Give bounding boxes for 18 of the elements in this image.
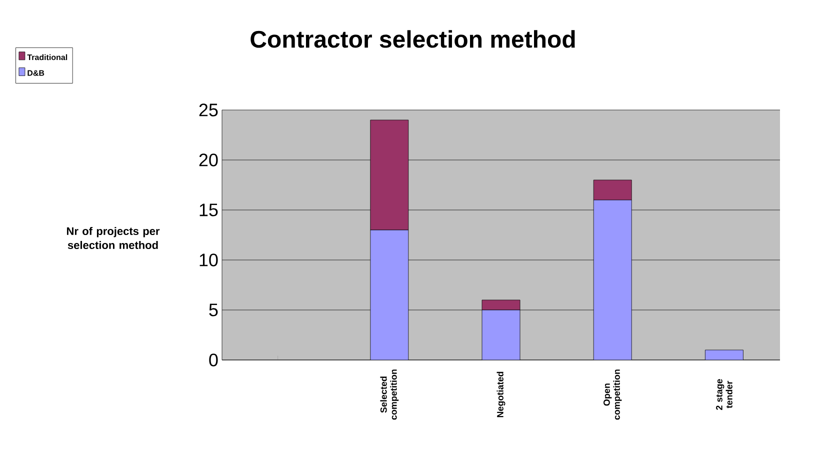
y-axis-title: Nr of projects per selection method bbox=[66, 226, 160, 250]
y-tick-label: 10 bbox=[200, 254, 218, 266]
x-tick-label: Selected competition bbox=[380, 370, 399, 420]
y-tick-label: 15 bbox=[200, 204, 218, 216]
legend-label: D&B bbox=[28, 70, 44, 76]
bar bbox=[482, 300, 520, 310]
x-tick-label: 2 stage tender bbox=[716, 379, 732, 410]
y-tick-label: 25 bbox=[199, 104, 218, 116]
x-tick-label: Negotiated bbox=[496, 372, 506, 418]
chart-title: Contractor selection method bbox=[250, 30, 575, 48]
bar bbox=[593, 200, 632, 360]
bar bbox=[482, 310, 520, 360]
x-tick-label: Open competition bbox=[604, 370, 622, 420]
y-tick-label: 5 bbox=[209, 304, 218, 316]
legend-label: Traditional bbox=[27, 54, 68, 60]
bar bbox=[370, 230, 409, 360]
y-tick-label: 0 bbox=[209, 354, 218, 366]
y-tick-label: 20 bbox=[199, 154, 218, 166]
